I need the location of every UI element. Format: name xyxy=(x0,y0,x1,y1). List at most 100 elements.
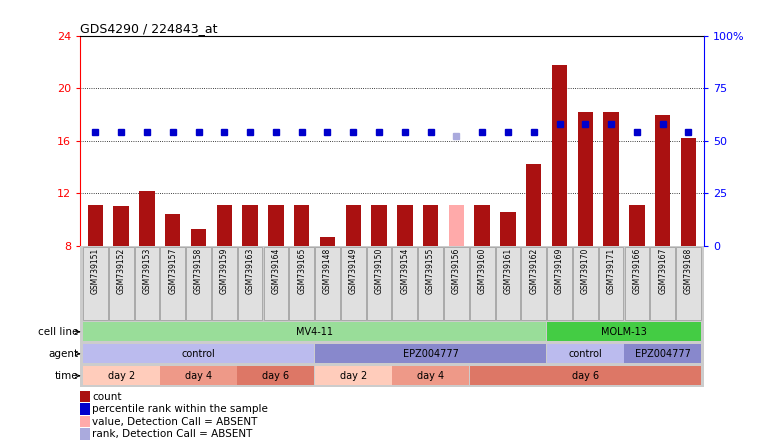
Text: control: control xyxy=(182,349,215,359)
Text: percentile rank within the sample: percentile rank within the sample xyxy=(92,404,268,414)
Text: GSM739155: GSM739155 xyxy=(426,248,435,294)
Bar xyxy=(603,112,619,246)
Text: rank, Detection Call = ABSENT: rank, Detection Call = ABSENT xyxy=(92,429,253,439)
Text: day 6: day 6 xyxy=(572,371,599,381)
Bar xyxy=(161,246,185,320)
Text: GSM739150: GSM739150 xyxy=(374,248,384,294)
Bar xyxy=(397,205,412,246)
Bar xyxy=(500,212,516,246)
Text: day 4: day 4 xyxy=(185,371,212,381)
Bar xyxy=(449,205,464,246)
Bar xyxy=(681,138,696,246)
Bar xyxy=(315,344,546,364)
Text: GSM739148: GSM739148 xyxy=(323,248,332,294)
Bar xyxy=(474,205,490,246)
Bar xyxy=(83,322,546,341)
Text: GSM739162: GSM739162 xyxy=(529,248,538,294)
Bar xyxy=(371,205,387,246)
Text: GSM739170: GSM739170 xyxy=(581,248,590,294)
Text: value, Detection Call = ABSENT: value, Detection Call = ABSENT xyxy=(92,416,257,427)
Text: GSM739167: GSM739167 xyxy=(658,248,667,294)
Bar xyxy=(629,205,645,246)
Bar xyxy=(217,205,232,246)
Text: GSM739153: GSM739153 xyxy=(142,248,151,294)
Bar xyxy=(393,246,417,320)
Text: GSM739161: GSM739161 xyxy=(504,248,512,294)
Bar xyxy=(294,205,310,246)
Text: GSM739166: GSM739166 xyxy=(632,248,642,294)
Text: GSM739156: GSM739156 xyxy=(452,248,461,294)
Bar xyxy=(83,366,160,385)
Bar xyxy=(625,246,649,320)
Bar xyxy=(521,246,546,320)
Bar xyxy=(289,246,314,320)
Bar xyxy=(578,112,593,246)
Bar xyxy=(109,246,133,320)
Text: GSM739157: GSM739157 xyxy=(168,248,177,294)
Bar xyxy=(345,205,361,246)
Bar xyxy=(83,344,314,364)
Text: GSM739165: GSM739165 xyxy=(297,248,306,294)
Bar xyxy=(83,246,108,320)
Bar xyxy=(470,246,495,320)
Text: GSM739154: GSM739154 xyxy=(400,248,409,294)
Bar xyxy=(341,246,365,320)
Bar xyxy=(526,164,542,246)
Text: day 2: day 2 xyxy=(339,371,367,381)
Bar xyxy=(651,246,675,320)
Text: GSM739164: GSM739164 xyxy=(272,248,280,294)
Text: count: count xyxy=(92,392,122,402)
Text: GSM739163: GSM739163 xyxy=(246,248,255,294)
Text: control: control xyxy=(568,349,602,359)
Text: GSM739151: GSM739151 xyxy=(91,248,100,294)
Text: agent: agent xyxy=(49,349,78,359)
Bar xyxy=(419,246,443,320)
Text: EPZ004777: EPZ004777 xyxy=(635,349,690,359)
Bar xyxy=(655,115,670,246)
Bar xyxy=(268,205,284,246)
Bar xyxy=(315,246,340,320)
Bar xyxy=(88,205,103,246)
Text: GDS4290 / 224843_at: GDS4290 / 224843_at xyxy=(80,22,218,35)
Bar xyxy=(139,190,154,246)
Bar xyxy=(263,246,288,320)
Bar xyxy=(552,65,567,246)
Bar xyxy=(315,366,392,385)
Bar xyxy=(320,237,335,246)
Text: GSM739152: GSM739152 xyxy=(116,248,126,294)
Text: EPZ004777: EPZ004777 xyxy=(403,349,459,359)
Bar xyxy=(624,344,701,364)
Text: GSM739169: GSM739169 xyxy=(555,248,564,294)
Bar xyxy=(599,246,623,320)
Bar xyxy=(444,246,469,320)
Text: GSM739160: GSM739160 xyxy=(478,248,487,294)
Text: GSM739158: GSM739158 xyxy=(194,248,203,294)
Bar xyxy=(237,366,314,385)
Text: GSM739159: GSM739159 xyxy=(220,248,229,294)
Bar xyxy=(367,246,391,320)
Text: GSM739149: GSM739149 xyxy=(349,248,358,294)
Bar xyxy=(242,205,258,246)
Text: GSM739171: GSM739171 xyxy=(607,248,616,294)
Bar xyxy=(495,246,521,320)
Text: cell line: cell line xyxy=(38,327,78,337)
Bar xyxy=(676,246,701,320)
Text: time: time xyxy=(55,371,78,381)
Text: GSM739168: GSM739168 xyxy=(684,248,693,294)
Bar xyxy=(212,246,237,320)
Bar xyxy=(573,246,597,320)
Bar xyxy=(113,206,129,246)
Bar xyxy=(160,366,237,385)
Text: MV4-11: MV4-11 xyxy=(296,327,333,337)
Bar xyxy=(547,344,624,364)
Bar xyxy=(392,366,469,385)
Bar xyxy=(547,322,701,341)
Bar xyxy=(135,246,159,320)
Text: MOLM-13: MOLM-13 xyxy=(601,327,647,337)
Bar xyxy=(186,246,211,320)
Bar xyxy=(191,229,206,246)
Bar xyxy=(470,366,701,385)
Bar xyxy=(237,246,263,320)
Text: day 6: day 6 xyxy=(263,371,289,381)
Bar xyxy=(547,246,572,320)
